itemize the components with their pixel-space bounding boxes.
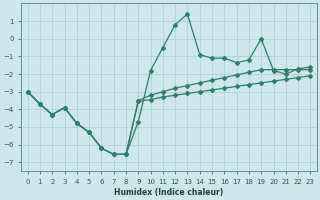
X-axis label: Humidex (Indice chaleur): Humidex (Indice chaleur) [114,188,224,197]
